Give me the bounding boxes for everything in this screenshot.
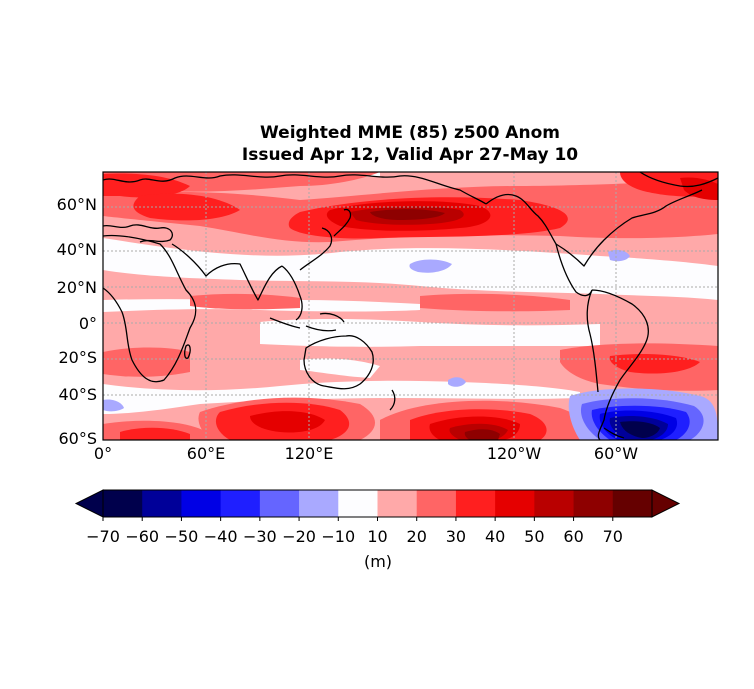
- colorbar-swatch: [220, 490, 261, 517]
- lat-label-0: 0°: [79, 314, 97, 333]
- lon-label-60e: 60°E: [187, 444, 225, 463]
- lon-label-120e: 120°E: [285, 444, 334, 463]
- colorbar-tick-label: 30: [446, 527, 466, 546]
- lon-label-0: 0°: [94, 444, 112, 463]
- colorbar-tick-label: 40: [485, 527, 505, 546]
- lat-label-20s: 20°S: [58, 348, 97, 367]
- latitude-labels: 60°N 40°N 20°N 0° 20°S 40°S 60°S: [57, 195, 97, 448]
- colorbar-tick-label: 20: [407, 527, 427, 546]
- colorbar-tick-label: −40: [204, 527, 238, 546]
- lat-label-20n: 20°N: [57, 278, 97, 297]
- map-subtitle: Issued Apr 12, Valid Apr 27-May 10: [241, 145, 579, 165]
- colorbar: −70 −60 −50 −40 −30 −20 −10 10 20 30 40 50 60 70: [74, 489, 681, 546]
- lon-label-120w: 120°W: [487, 444, 542, 463]
- colorbar-over-arrow: [651, 489, 681, 518]
- lat-label-40s: 40°S: [58, 385, 97, 404]
- colorbar-swatch: [377, 490, 418, 517]
- colorbar-tick-label: −70: [86, 527, 120, 546]
- colorbar-tick-label: −20: [282, 527, 316, 546]
- colorbar-swatch: [142, 490, 182, 517]
- colorbar-tick-label: −30: [243, 527, 277, 546]
- lat-label-40n: 40°N: [57, 240, 97, 259]
- lat-label-60s: 60°S: [58, 429, 97, 448]
- colorbar-swatch: [299, 490, 339, 517]
- colorbar-tick-label: −10: [321, 527, 355, 546]
- graticule: [103, 172, 718, 440]
- colorbar-tick-label: −60: [125, 527, 159, 546]
- colorbar-under-arrow: [74, 489, 104, 518]
- colorbar-tick-label: 60: [563, 527, 583, 546]
- colorbar-units: (m): [363, 552, 393, 571]
- colorbar-swatch: [534, 490, 575, 517]
- colorbar-swatch: [259, 490, 300, 517]
- colorbar-swatch: [612, 490, 653, 517]
- colorbar-tick-label: 10: [367, 527, 387, 546]
- colorbar-tick-label: −50: [165, 527, 199, 546]
- map-frame: [102, 171, 719, 441]
- colorbar-swatch: [103, 490, 143, 517]
- map-title: Weighted MME (85) z500 Anom: [260, 123, 560, 143]
- coastlines: [103, 172, 718, 440]
- longitude-labels: 0° 60°E 120°E 120°W 60°W: [94, 444, 638, 463]
- colorbar-swatch: [455, 490, 496, 517]
- lat-label-60n: 60°N: [57, 195, 97, 214]
- colorbar-tick-label: 70: [603, 527, 623, 546]
- colorbar-swatch: [416, 490, 457, 517]
- lon-label-60w: 60°W: [594, 444, 638, 463]
- colorbar-swatch: [181, 490, 222, 517]
- colorbar-tick-label: 50: [524, 527, 544, 546]
- colorbar-swatch: [338, 490, 378, 517]
- colorbar-swatch: [495, 490, 535, 517]
- colorbar-swatch: [573, 490, 614, 517]
